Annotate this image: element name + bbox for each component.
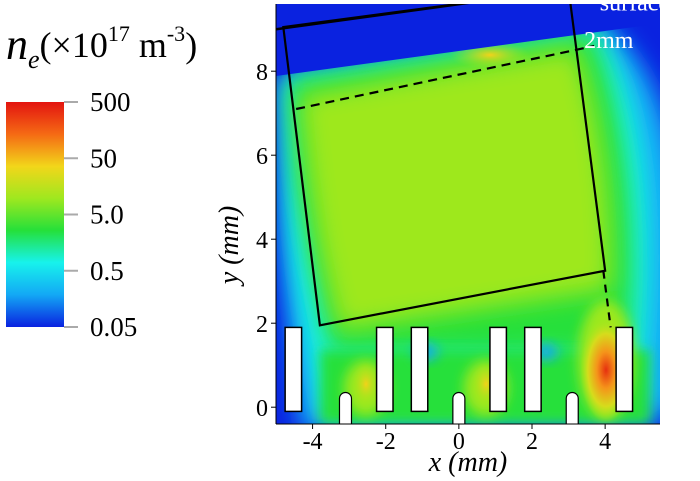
needle-electrode bbox=[452, 391, 466, 424]
plasma-core bbox=[300, 48, 611, 330]
y-tick-label: 6 bbox=[256, 144, 268, 170]
dashed-side-line bbox=[602, 270, 612, 328]
colorbar-title: ne(×1017 m-3) bbox=[6, 20, 197, 74]
x-tick-label: 2 bbox=[526, 429, 538, 455]
units-suffix: ) bbox=[185, 25, 197, 65]
electrode-plate bbox=[410, 326, 429, 413]
units-base: m bbox=[130, 25, 167, 65]
colorbar-tick-label: 5.0 bbox=[90, 200, 124, 230]
y-axis-label: y (mm) bbox=[214, 206, 245, 288]
electrodes bbox=[284, 326, 634, 413]
quantity-subscript: e bbox=[28, 45, 40, 74]
colorbar-tick-label: 0.5 bbox=[90, 256, 124, 286]
colorbar-tick-label: 0.05 bbox=[90, 312, 137, 342]
x-axis-label: x (mm) bbox=[428, 447, 508, 478]
domain-box bbox=[282, 4, 607, 327]
units-exponent: 17 bbox=[108, 21, 130, 46]
y-ticks: 0 2 4 6 8 bbox=[256, 60, 276, 422]
x-tick-label: 0 bbox=[453, 429, 465, 455]
domain-lines bbox=[276, 4, 612, 328]
colorbar-ticks: 500 50 5.0 0.5 0.05 bbox=[64, 87, 137, 342]
x-tick-label: 4 bbox=[599, 429, 611, 455]
colorbar-gradient bbox=[6, 102, 64, 327]
axes: -4 -2 0 2 4 0 2 4 6 8 x (mm) y (mm) bbox=[214, 4, 660, 478]
x-tick-label: -4 bbox=[303, 429, 323, 455]
colorbar-tick-label: 50 bbox=[90, 143, 117, 173]
needles bbox=[338, 391, 579, 424]
x-ticks: -4 -2 0 2 4 bbox=[303, 424, 611, 455]
y-tick-label: 2 bbox=[256, 312, 268, 338]
y-tick-label: 8 bbox=[256, 60, 268, 86]
colorbar-tick-label: 500 bbox=[90, 87, 131, 117]
units-prefix: (×10 bbox=[40, 25, 108, 65]
colorbar: ne(×1017 m-3) 500 50 5.0 0.5 0.05 bbox=[6, 20, 197, 342]
electrode-plate bbox=[523, 326, 542, 413]
above-surface-region bbox=[276, 4, 660, 76]
dashed-2mm-line bbox=[295, 44, 595, 111]
quantity-symbol: n bbox=[6, 20, 28, 69]
density-field bbox=[276, 4, 660, 424]
annotation-label: surface bbox=[600, 0, 669, 16]
electrode-plate bbox=[615, 326, 634, 413]
annotation-label: 2mm bbox=[584, 28, 634, 54]
x-tick-label: -2 bbox=[376, 429, 396, 455]
electrode-plate bbox=[375, 326, 394, 413]
y-tick-label: 0 bbox=[256, 396, 268, 422]
needle-electrode bbox=[338, 391, 353, 424]
annotations: surface 2mm bbox=[584, 0, 669, 54]
needle-electrode bbox=[565, 391, 579, 424]
electrode-plate bbox=[284, 326, 303, 413]
units-exponent2: -3 bbox=[167, 21, 185, 46]
hotspot-left-needle bbox=[352, 362, 380, 406]
electrode-plate bbox=[489, 326, 508, 413]
y-tick-label: 4 bbox=[256, 228, 268, 254]
